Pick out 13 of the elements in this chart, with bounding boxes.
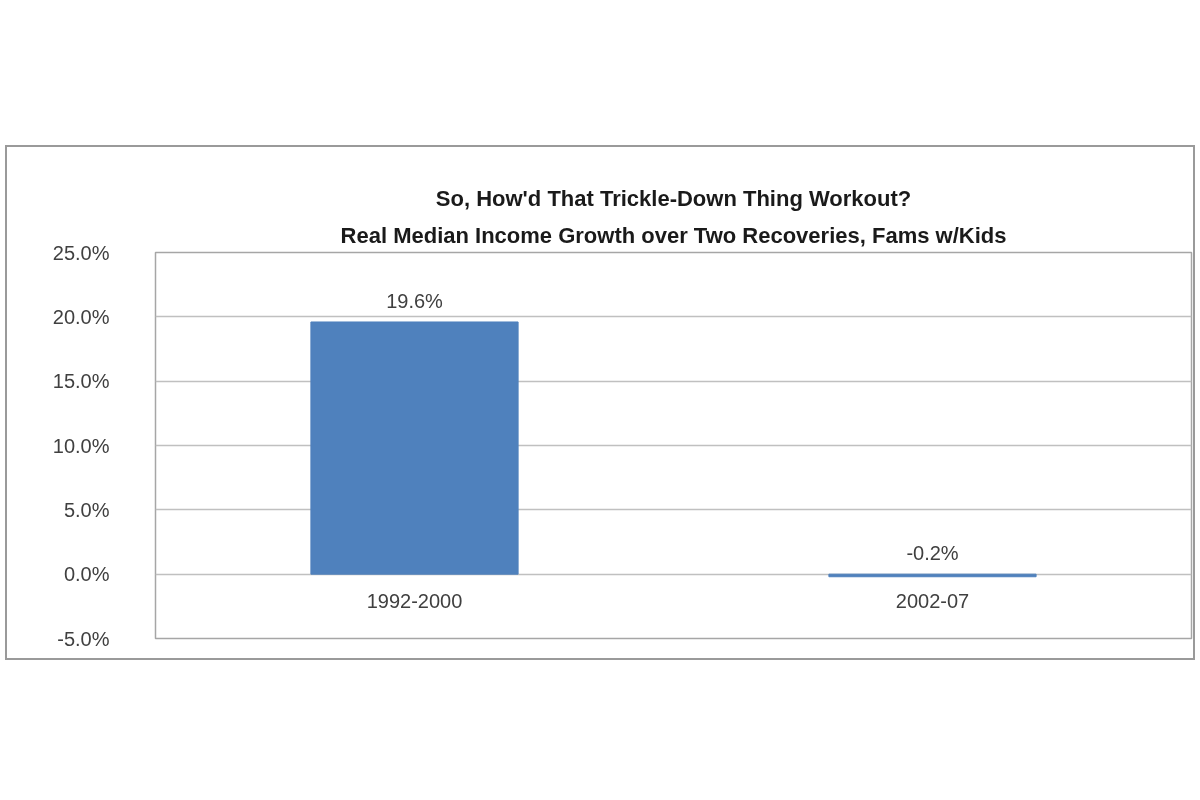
- y-tick-label: 10.0%: [52, 434, 110, 457]
- data-label: 19.6%: [386, 289, 444, 312]
- data-label: -0.2%: [906, 542, 959, 565]
- chart-subtitle: Real Median Income Growth over Two Recoveries, Fams w/Kids: [340, 222, 1007, 248]
- y-tick-label: -5.0%: [57, 627, 110, 650]
- chart-title: So, How'd That Trickle-Down Thing Workout?: [435, 185, 912, 211]
- y-tick-label: 0.0%: [63, 563, 110, 586]
- y-tick-label: 15.0%: [52, 370, 110, 393]
- y-tick-label: 20.0%: [52, 305, 110, 328]
- y-tick-label: 5.0%: [63, 498, 110, 521]
- y-tick-label: 25.0%: [52, 241, 110, 264]
- x-tick-label: 1992-2000: [366, 590, 463, 613]
- x-tick-label: 2002-07: [895, 590, 970, 613]
